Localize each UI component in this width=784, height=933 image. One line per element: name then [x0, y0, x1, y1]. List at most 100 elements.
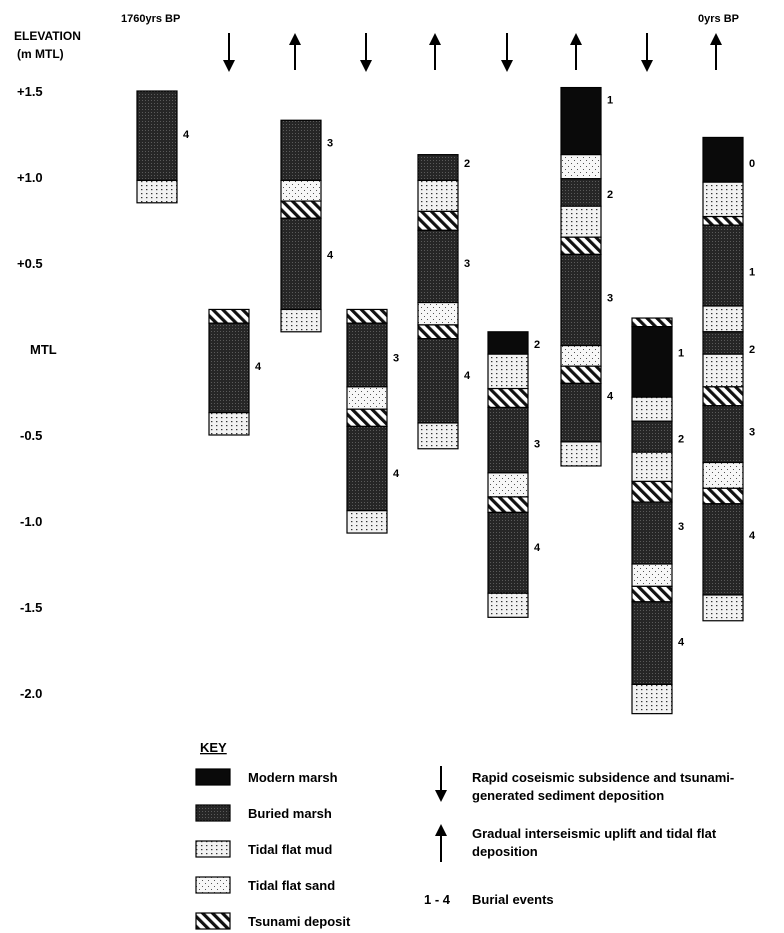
burial-event-label: 4	[327, 249, 334, 261]
y-tick-label: -2.0	[20, 686, 42, 701]
burial-event-label: 0	[749, 158, 755, 170]
layer-tidal-flat-mud	[487, 592, 529, 618]
layer-tsunami-deposit	[631, 317, 673, 328]
burial-event-label: 4	[393, 468, 400, 480]
down-arrow-icon	[360, 33, 372, 72]
key-swatch-modern-marsh	[195, 768, 231, 786]
layer-tidal-flat-mud	[702, 181, 744, 218]
stratigraphic-column: 2 3 4	[417, 154, 471, 450]
burial-event-label: 3	[749, 427, 755, 439]
key-label-tidal-flat-sand: Tidal flat sand	[248, 878, 335, 893]
y-tick-label: -1.5	[20, 600, 42, 615]
burial-event-label: 3	[327, 138, 333, 150]
layer-tidal-flat-mud	[136, 179, 178, 204]
layer-tidal-flat-mud	[702, 353, 744, 388]
layer-tsunami-deposit	[208, 308, 250, 324]
layer-tidal-flat-sand	[702, 461, 744, 489]
key-burial-range: 1 - 4	[424, 892, 451, 907]
layer-tidal-flat-sand	[631, 563, 673, 587]
stratigraphic-column: 1 2 3 4	[560, 86, 614, 467]
layer-tidal-flat-mud	[417, 422, 459, 450]
axis-title-line1: ELEVATION	[14, 29, 81, 43]
axis-title-line2: (m MTL)	[17, 47, 64, 61]
layer-tidal-flat-sand	[487, 472, 529, 498]
layer-tidal-flat-mud	[346, 510, 388, 534]
layer-tidal-flat-mud	[560, 441, 602, 467]
y-axis-ticks: +1.5 +1.0 +0.5 MTL -0.5 -1.0 -1.5 -2.0	[17, 84, 57, 701]
key-label-buried-marsh: Buried marsh	[248, 806, 332, 821]
layer-buried-marsh	[702, 331, 744, 355]
key-label-modern-marsh: Modern marsh	[248, 770, 338, 785]
burial-event-label: 3	[534, 439, 540, 451]
burial-event-label: 4	[678, 636, 685, 648]
stratigraphic-column: 4	[136, 90, 190, 204]
stratigraphic-column: 34	[280, 119, 334, 333]
layer-tidal-flat-mud	[560, 205, 602, 238]
layer-tidal-flat-mud	[487, 353, 529, 390]
burial-event-label: 4	[534, 542, 541, 554]
y-tick-label: +1.0	[17, 170, 43, 185]
key-items: Modern marsh Buried marsh Tidal flat mud Ti…	[195, 768, 351, 930]
layer-tidal-flat-mud	[631, 396, 673, 422]
key-swatch-tidal-flat-mud	[195, 840, 231, 858]
header-arrows	[223, 33, 722, 72]
stratigraphic-column: 1 2 3 4	[631, 317, 685, 715]
burial-event-label: 1	[607, 95, 613, 107]
burial-event-label: 3	[464, 258, 470, 270]
layer-tsunami-deposit	[631, 585, 673, 603]
layer-buried-marsh	[631, 601, 673, 686]
layer-buried-marsh	[631, 501, 673, 565]
stratigraphic-column: 4	[208, 308, 262, 436]
burial-event-label: 2	[678, 433, 684, 445]
layer-tidal-flat-sand	[346, 386, 388, 410]
end-age-label: 0yrs BP	[698, 13, 739, 25]
down-arrow-icon	[223, 33, 235, 72]
key-down-arrow-text-2: generated sediment deposition	[472, 788, 664, 803]
burial-event-label: 4	[607, 390, 614, 402]
layer-tidal-flat-mud	[631, 683, 673, 715]
layer-tsunami-deposit	[560, 236, 602, 255]
layer-tidal-flat-mud	[631, 451, 673, 483]
layer-buried-marsh	[417, 229, 459, 304]
y-tick-label: -1.0	[20, 514, 42, 529]
layer-buried-marsh	[560, 178, 602, 207]
stratigraphic-column: 0 1 2 3 4	[702, 136, 756, 622]
layer-tsunami-deposit	[417, 210, 459, 231]
layer-buried-marsh	[346, 322, 388, 388]
key-up-arrow-text-1: Gradual interseismic uplift and tidal fl…	[472, 826, 717, 841]
key-swatch-tsunami-deposit	[195, 912, 231, 930]
layer-tidal-flat-mud	[417, 179, 459, 213]
down-arrow-icon	[501, 33, 513, 72]
burial-event-label: 1	[678, 347, 684, 359]
layer-tsunami-deposit	[487, 496, 529, 514]
up-arrow-icon	[710, 33, 722, 70]
y-tick-label: +0.5	[17, 256, 43, 271]
layer-buried-marsh	[208, 322, 250, 414]
layer-tidal-flat-sand	[280, 179, 322, 202]
layer-buried-marsh	[560, 382, 602, 443]
layer-buried-marsh	[346, 425, 388, 512]
layer-buried-marsh	[487, 406, 529, 474]
layer-tidal-flat-mud	[702, 594, 744, 622]
layer-modern-marsh	[631, 326, 673, 398]
layer-buried-marsh	[560, 253, 602, 347]
layer-tsunami-deposit	[702, 215, 744, 226]
stratigraphic-column: 34	[346, 308, 400, 534]
layer-tsunami-deposit	[631, 480, 673, 503]
key-up-arrow-text-2: deposition	[472, 844, 538, 859]
layer-buried-marsh	[417, 154, 459, 182]
layer-tidal-flat-mud	[702, 305, 744, 333]
layer-tidal-flat-mud	[280, 308, 322, 333]
layer-modern-marsh	[702, 136, 744, 183]
burial-event-label: 3	[607, 292, 613, 304]
layer-tsunami-deposit	[346, 408, 388, 428]
burial-event-label: 2	[749, 344, 755, 356]
burial-event-label: 3	[678, 521, 684, 533]
stratigraphic-column: 2 3 4	[487, 331, 541, 618]
layer-tidal-flat-sand	[560, 344, 602, 367]
burial-event-label: 2	[464, 158, 470, 170]
key-up-arrow-icon	[435, 824, 447, 862]
up-arrow-icon	[429, 33, 441, 70]
down-arrow-icon	[641, 33, 653, 72]
